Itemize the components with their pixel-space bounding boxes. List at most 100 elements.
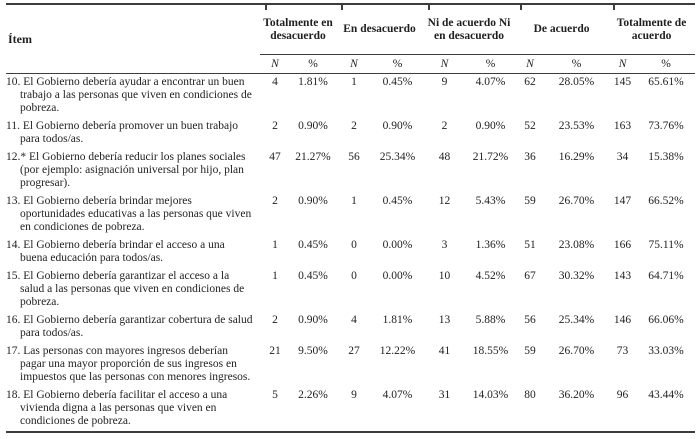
n-symbol: N [618,57,627,70]
n-column-header: N [515,54,546,74]
percent-cell: 28.05% [558,76,595,88]
percent-cell: 23.53% [558,120,595,132]
item-cell: 11. El Gobierno debería promover un buen… [6,120,239,145]
item-cell: 15. El Gobierno debería garantizar el ac… [6,270,245,308]
group-header-en-desacuerdo: En desacuerdo [336,4,424,55]
percent-cell: 0.90% [298,195,328,207]
percent-cell: 0.90% [298,314,328,326]
n-cell: 73 [616,345,629,357]
n-cell: 2 [441,120,448,132]
percent-cell: 0.00% [382,239,413,251]
percent-cell: 1.81% [382,314,413,326]
group-header-totalmente-desacuerdo: Totalmente en desacuerdo [260,4,337,55]
percent-cell: 0.45% [298,239,328,251]
group-header-ni-acuerdo-ni-desacuerdo: Ni de acuerdo Ni en desacuerdo [423,4,516,55]
percent-cell: 36.20% [558,389,595,401]
column-boundary-tick [520,3,522,10]
percent-cell: 73.76% [648,120,684,132]
n-cell: 2 [351,120,357,132]
n-cell: 163 [613,120,632,132]
n-cell: 96 [616,389,629,401]
percent-cell: 1.81% [298,76,328,88]
percent-cell: 5.43% [475,195,506,207]
n-cell: 31 [438,389,451,401]
percent-cell: 0.45% [382,195,413,207]
column-boundary-tick [613,3,615,10]
n-cell: 9 [441,76,448,88]
n-cell: 166 [613,239,632,251]
item-column-header: Ítem [6,4,260,74]
n-symbol: N [526,57,534,70]
n-symbol: N [440,57,449,70]
table-row-item-15: 15. El Gobierno debería garantizar el ac… [6,268,695,312]
percent-cell: 18.55% [472,345,509,357]
percent-cell: 0.00% [382,270,413,282]
n-cell: 3 [441,239,448,251]
percent-cell: 0.90% [298,120,328,132]
n-cell: 56 [348,151,360,163]
percent-cell: 15.38% [648,151,684,163]
percent-cell: 5.88% [475,314,506,326]
table-row-item-11: 11. El Gobierno debería promover un buen… [6,118,695,149]
n-symbol: N [350,57,358,70]
column-boundary-tick [265,3,267,10]
n-symbol: N [271,57,279,70]
percent-cell: 2.26% [298,389,328,401]
percent-cell: 4.07% [382,389,413,401]
percent-cell: 65.61% [648,76,684,88]
percent-cell: 26.70% [558,195,595,207]
table-row-item-13: 13. El Gobierno debería brindar mejores … [6,193,695,237]
n-cell: 4 [351,314,357,326]
n-cell: 1 [272,239,278,251]
likert-results-table: Ítem Totalmente en desacuerdo En desacue… [6,3,696,433]
group-header-de-acuerdo: De acuerdo [515,4,609,55]
n-cell: 41 [438,345,451,357]
n-cell: 47 [269,151,281,163]
results-table-container: Ítem Totalmente en desacuerdo En desacue… [6,3,696,433]
percent-cell: 0.90% [475,120,506,132]
item-cell: 18. El Gobierno debería facilitar el acc… [6,389,228,427]
n-cell: 1 [351,76,357,88]
n-cell: 48 [438,151,451,163]
n-cell: 5 [272,389,278,401]
percent-cell: 0.45% [382,76,413,88]
n-cell: 52 [524,120,536,132]
n-column-header: N [608,54,638,74]
table-row-item-10: 10. El Gobierno debería ayudar a encontr… [6,74,695,119]
n-cell: 59 [524,345,536,357]
percent-cell: 0.90% [382,120,413,132]
n-cell: 34 [616,151,629,163]
percent-cell: 66.52% [648,195,684,207]
table-row-item-17: 17. Las personas con mayores ingresos de… [6,343,695,387]
percent-cell: 30.32% [558,270,595,282]
percent-cell: 0.45% [298,270,328,282]
table-row-item-12: 12.* El Gobierno debería reducir los pla… [6,149,695,193]
percent-cell: 43.44% [648,389,684,401]
n-cell: 21 [269,345,281,357]
n-column-header: N [423,54,467,74]
table-row-item-18: 18. El Gobierno debería facilitar el acc… [6,387,695,432]
n-cell: 9 [351,389,357,401]
percent-cell: 25.34% [379,151,416,163]
table-row-item-16: 16. El Gobierno debería garantizar cober… [6,312,695,343]
percent-cell: 12.22% [379,345,416,357]
item-cell: 16. El Gobierno debería garantizar cober… [6,314,253,339]
n-cell: 0 [351,239,357,251]
n-cell: 12 [438,195,451,207]
table-row-item-14: 14. El Gobierno debería brindar el acces… [6,237,695,268]
n-cell: 36 [524,151,536,163]
percent-cell: 23.08% [558,239,595,251]
n-cell: 145 [613,76,632,88]
item-cell: 12.* El Gobierno debería reducir los pla… [6,151,246,189]
n-cell: 51 [524,239,536,251]
percent-column-header: % [545,54,609,74]
item-cell: 10. El Gobierno debería ayudar a encontr… [6,76,252,114]
n-cell: 0 [351,270,357,282]
n-cell: 147 [613,195,632,207]
column-boundary-tick [428,3,430,10]
n-cell: 143 [613,270,632,282]
column-boundary-tick [341,3,343,10]
percent-cell: 75.11% [648,239,684,251]
percent-column-header: % [466,54,516,74]
n-cell: 56 [524,314,536,326]
